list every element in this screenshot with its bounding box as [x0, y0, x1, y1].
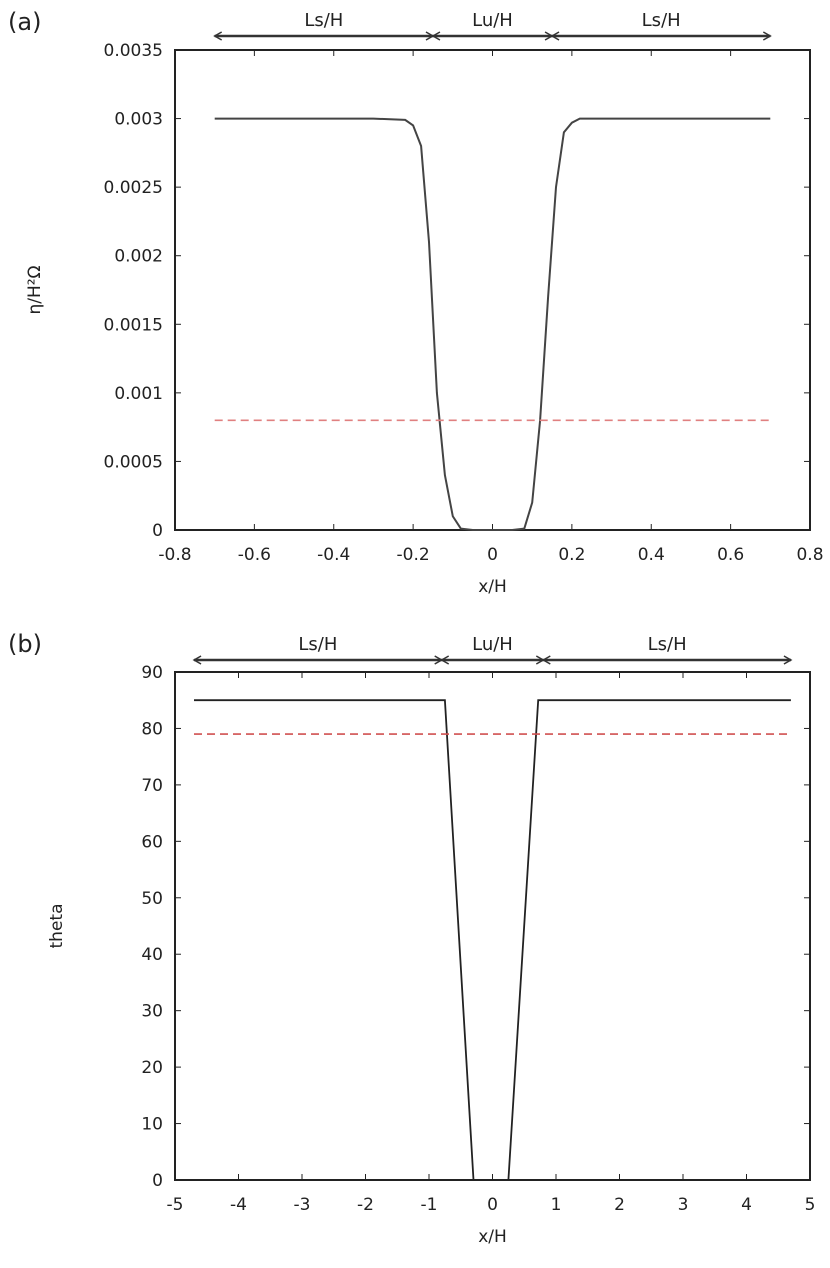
- arrowhead-icon: [783, 655, 793, 665]
- y-tick-label: 0.0005: [104, 452, 163, 472]
- x-tick-label: 3: [678, 1195, 689, 1215]
- arrowhead-icon: [213, 31, 223, 41]
- x-tick-label: 0: [487, 545, 498, 565]
- plot-frame: [174, 49, 811, 531]
- y-tick-label: 80: [141, 719, 163, 739]
- panel-label: (a): [8, 8, 41, 36]
- y-tick-label: 10: [141, 1115, 163, 1135]
- plot-frame: [174, 671, 811, 1181]
- x-tick-label: 0.2: [558, 545, 585, 565]
- x-tick-label: 0.4: [638, 545, 665, 565]
- y-tick-label: 90: [141, 663, 163, 683]
- y-tick-label: 30: [141, 1002, 163, 1022]
- x-axis-label: x/H: [478, 577, 507, 597]
- x-tick-label: -0.8: [158, 545, 191, 565]
- x-tick-label: -2: [357, 1195, 374, 1215]
- x-tick-label: 1: [551, 1195, 562, 1215]
- x-tick-label: 4: [741, 1195, 752, 1215]
- arrowhead-icon: [762, 31, 772, 41]
- arrowhead-icon: [431, 31, 441, 41]
- x-tick-label: -0.4: [317, 545, 350, 565]
- arrowhead-icon: [440, 655, 450, 665]
- x-tick-label: 0: [487, 1195, 498, 1215]
- x-tick-label: 2: [614, 1195, 625, 1215]
- y-axis-label: η/H²Ω: [25, 265, 45, 314]
- y-axis-label: theta: [47, 904, 67, 949]
- data-line: [214, 117, 771, 531]
- arrowhead-icon: [550, 31, 560, 41]
- arrowhead-icon: [541, 655, 551, 665]
- y-tick-label: 0.001: [114, 384, 163, 404]
- x-tick-label: 0.6: [717, 545, 744, 565]
- x-tick-label: -4: [230, 1195, 247, 1215]
- y-tick-label: 40: [141, 945, 163, 965]
- span-label: Ls/H: [298, 634, 337, 655]
- span-label: Lu/H: [472, 10, 513, 31]
- y-tick-label: 0.002: [114, 247, 163, 267]
- data-line: [194, 699, 475, 1181]
- y-tick-label: 0.0015: [104, 315, 163, 335]
- arrowhead-icon: [192, 655, 202, 665]
- y-tick-label: 0.003: [114, 110, 163, 130]
- y-tick-label: 0.0035: [104, 41, 163, 61]
- x-axis-label: x/H: [478, 1227, 507, 1247]
- y-tick-label: 0.0025: [104, 178, 163, 198]
- x-tick-label: -0.2: [397, 545, 430, 565]
- x-tick-label: -3: [294, 1195, 311, 1215]
- span-label: Ls/H: [648, 634, 687, 655]
- y-tick-label: 20: [141, 1058, 163, 1078]
- y-tick-label: 60: [141, 832, 163, 852]
- y-tick-label: 0: [152, 521, 163, 541]
- x-tick-label: -0.6: [238, 545, 271, 565]
- x-tick-label: 0.8: [796, 545, 823, 565]
- data-line: [507, 699, 791, 1181]
- x-tick-label: -1: [421, 1195, 438, 1215]
- span-label: Lu/H: [472, 634, 513, 655]
- y-tick-label: 70: [141, 776, 163, 796]
- span-label: Ls/H: [304, 10, 343, 31]
- x-tick-label: -5: [167, 1195, 184, 1215]
- span-label: Ls/H: [642, 10, 681, 31]
- y-tick-label: 0: [152, 1171, 163, 1191]
- y-tick-label: 50: [141, 889, 163, 909]
- panel-label: (b): [8, 630, 42, 658]
- x-tick-label: 5: [805, 1195, 816, 1215]
